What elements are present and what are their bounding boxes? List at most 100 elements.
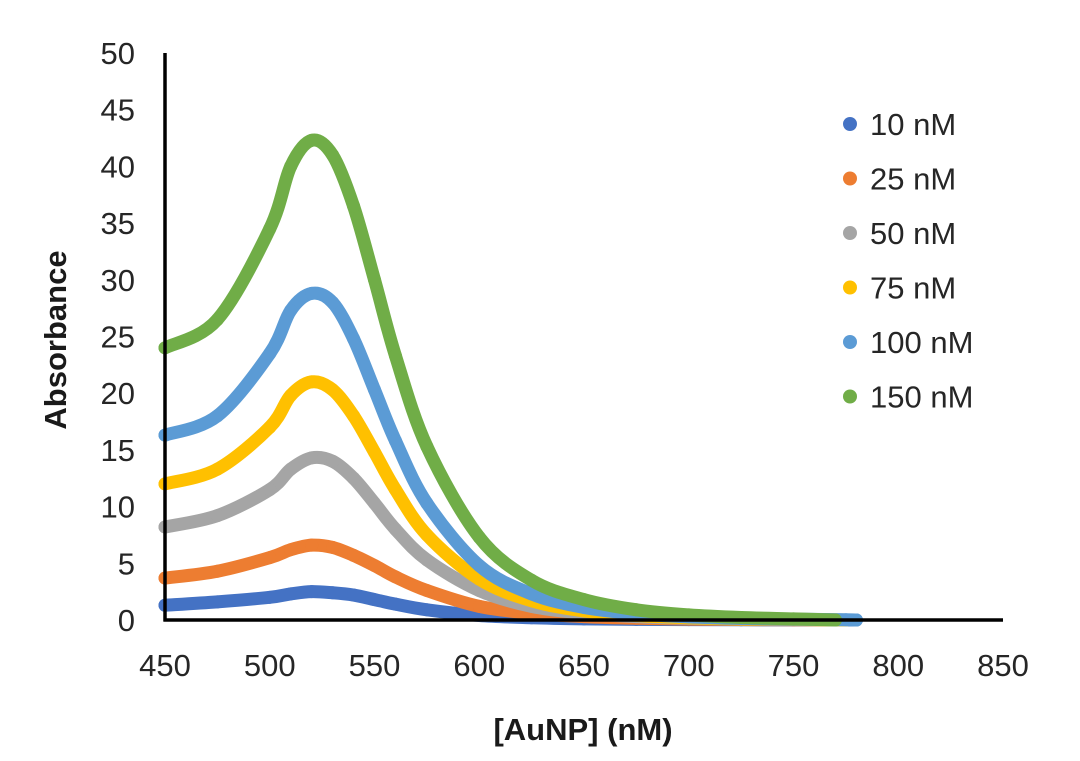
data-point [326,148,340,162]
data-point [368,273,381,287]
data-point [210,409,224,423]
data-point [305,375,319,389]
legend-label: 10 nM [870,107,956,142]
x-tick-label: 700 [663,648,715,683]
legend-label: 75 nM [870,271,956,306]
data-point [326,295,340,309]
data-point [347,588,361,602]
data-point [347,548,361,562]
legend-marker [843,280,857,295]
data-point [347,332,361,346]
legend-entry: 50 nM [843,216,956,251]
series-curve [158,133,842,627]
legend-label: 50 nM [870,216,956,251]
data-point [420,496,434,510]
data-point [210,509,224,523]
data-point [284,303,298,317]
data-point [629,603,643,617]
series-100-nm [158,286,863,627]
x-tick-label: 750 [768,648,820,683]
legend-marker [843,226,857,240]
data-point [420,528,434,542]
data-point [210,595,224,609]
x-tick-label: 450 [139,648,191,683]
data-point [388,434,402,448]
data-point [472,559,486,573]
series-150-nm [158,133,842,627]
data-point [472,530,486,544]
legend-label: 25 nM [870,162,956,197]
x-tick-label: 850 [977,648,1029,683]
data-point [263,420,277,434]
data-point [368,496,381,510]
data-point [326,383,340,397]
data-point [347,471,361,485]
data-point [326,540,340,554]
data-point [284,587,298,601]
y-tick-label: 35 [101,206,135,241]
data-point [210,462,224,476]
data-point [420,439,434,453]
data-point [305,585,319,599]
data-point [305,451,319,465]
x-tick-label: 650 [558,648,610,683]
y-tick-label: 40 [101,149,135,184]
data-point [326,586,340,600]
data-point [284,159,298,173]
data-point [284,462,298,476]
data-point [210,564,224,578]
data-point [388,349,402,363]
data-point [305,133,319,147]
data-point [472,599,486,613]
data-point [305,286,319,300]
ticks-layer: 450 500 550 600 650 700 750 800 850 0 5 10 15 20 25 30 3… [101,36,1029,683]
data-point [326,454,340,468]
data-point [305,538,319,552]
y-axis-title: Absorbance [38,250,73,429]
data-point [420,603,434,617]
data-point [388,570,402,584]
y-tick-label: 50 [101,36,135,71]
y-tick-label: 45 [101,93,135,128]
data-point [210,312,224,326]
y-tick-label: 20 [101,376,135,411]
legend-entry: 150 nM [843,380,973,415]
legend-entry: 10 nM [843,107,956,142]
data-point [368,383,381,397]
axes-layer [163,53,1003,622]
y-tick-label: 5 [118,546,135,581]
data-point [263,222,277,236]
data-point [284,388,298,402]
legend-marker [843,171,857,186]
data-point [577,593,591,607]
data-point [284,543,298,557]
legend-label: 150 nM [870,380,973,415]
data-point [388,483,402,497]
data-point [263,483,277,497]
data-point [263,551,277,565]
legend-marker [843,389,857,404]
data-point [734,611,748,625]
y-tick-label: 15 [101,433,135,468]
x-tick-label: 500 [244,648,296,683]
data-point [347,199,361,213]
x-tick-label: 800 [872,648,924,683]
data-point [368,593,381,607]
data-point [420,553,434,567]
data-point [368,559,381,573]
data-point [263,347,277,361]
data-point [347,409,361,423]
data-point [388,597,402,611]
y-tick-label: 10 [101,490,135,525]
legend-marker [843,117,857,131]
data-point [388,522,402,536]
data-point [682,608,696,622]
data-point [368,445,381,459]
y-tick-label: 30 [101,263,135,298]
legend-entry: 75 nM [843,271,956,306]
legend-entry: 25 nM [843,162,956,197]
legend-entry: 100 nM [843,325,973,360]
x-tick-label: 600 [453,648,505,683]
y-tick-label: 25 [101,320,135,355]
